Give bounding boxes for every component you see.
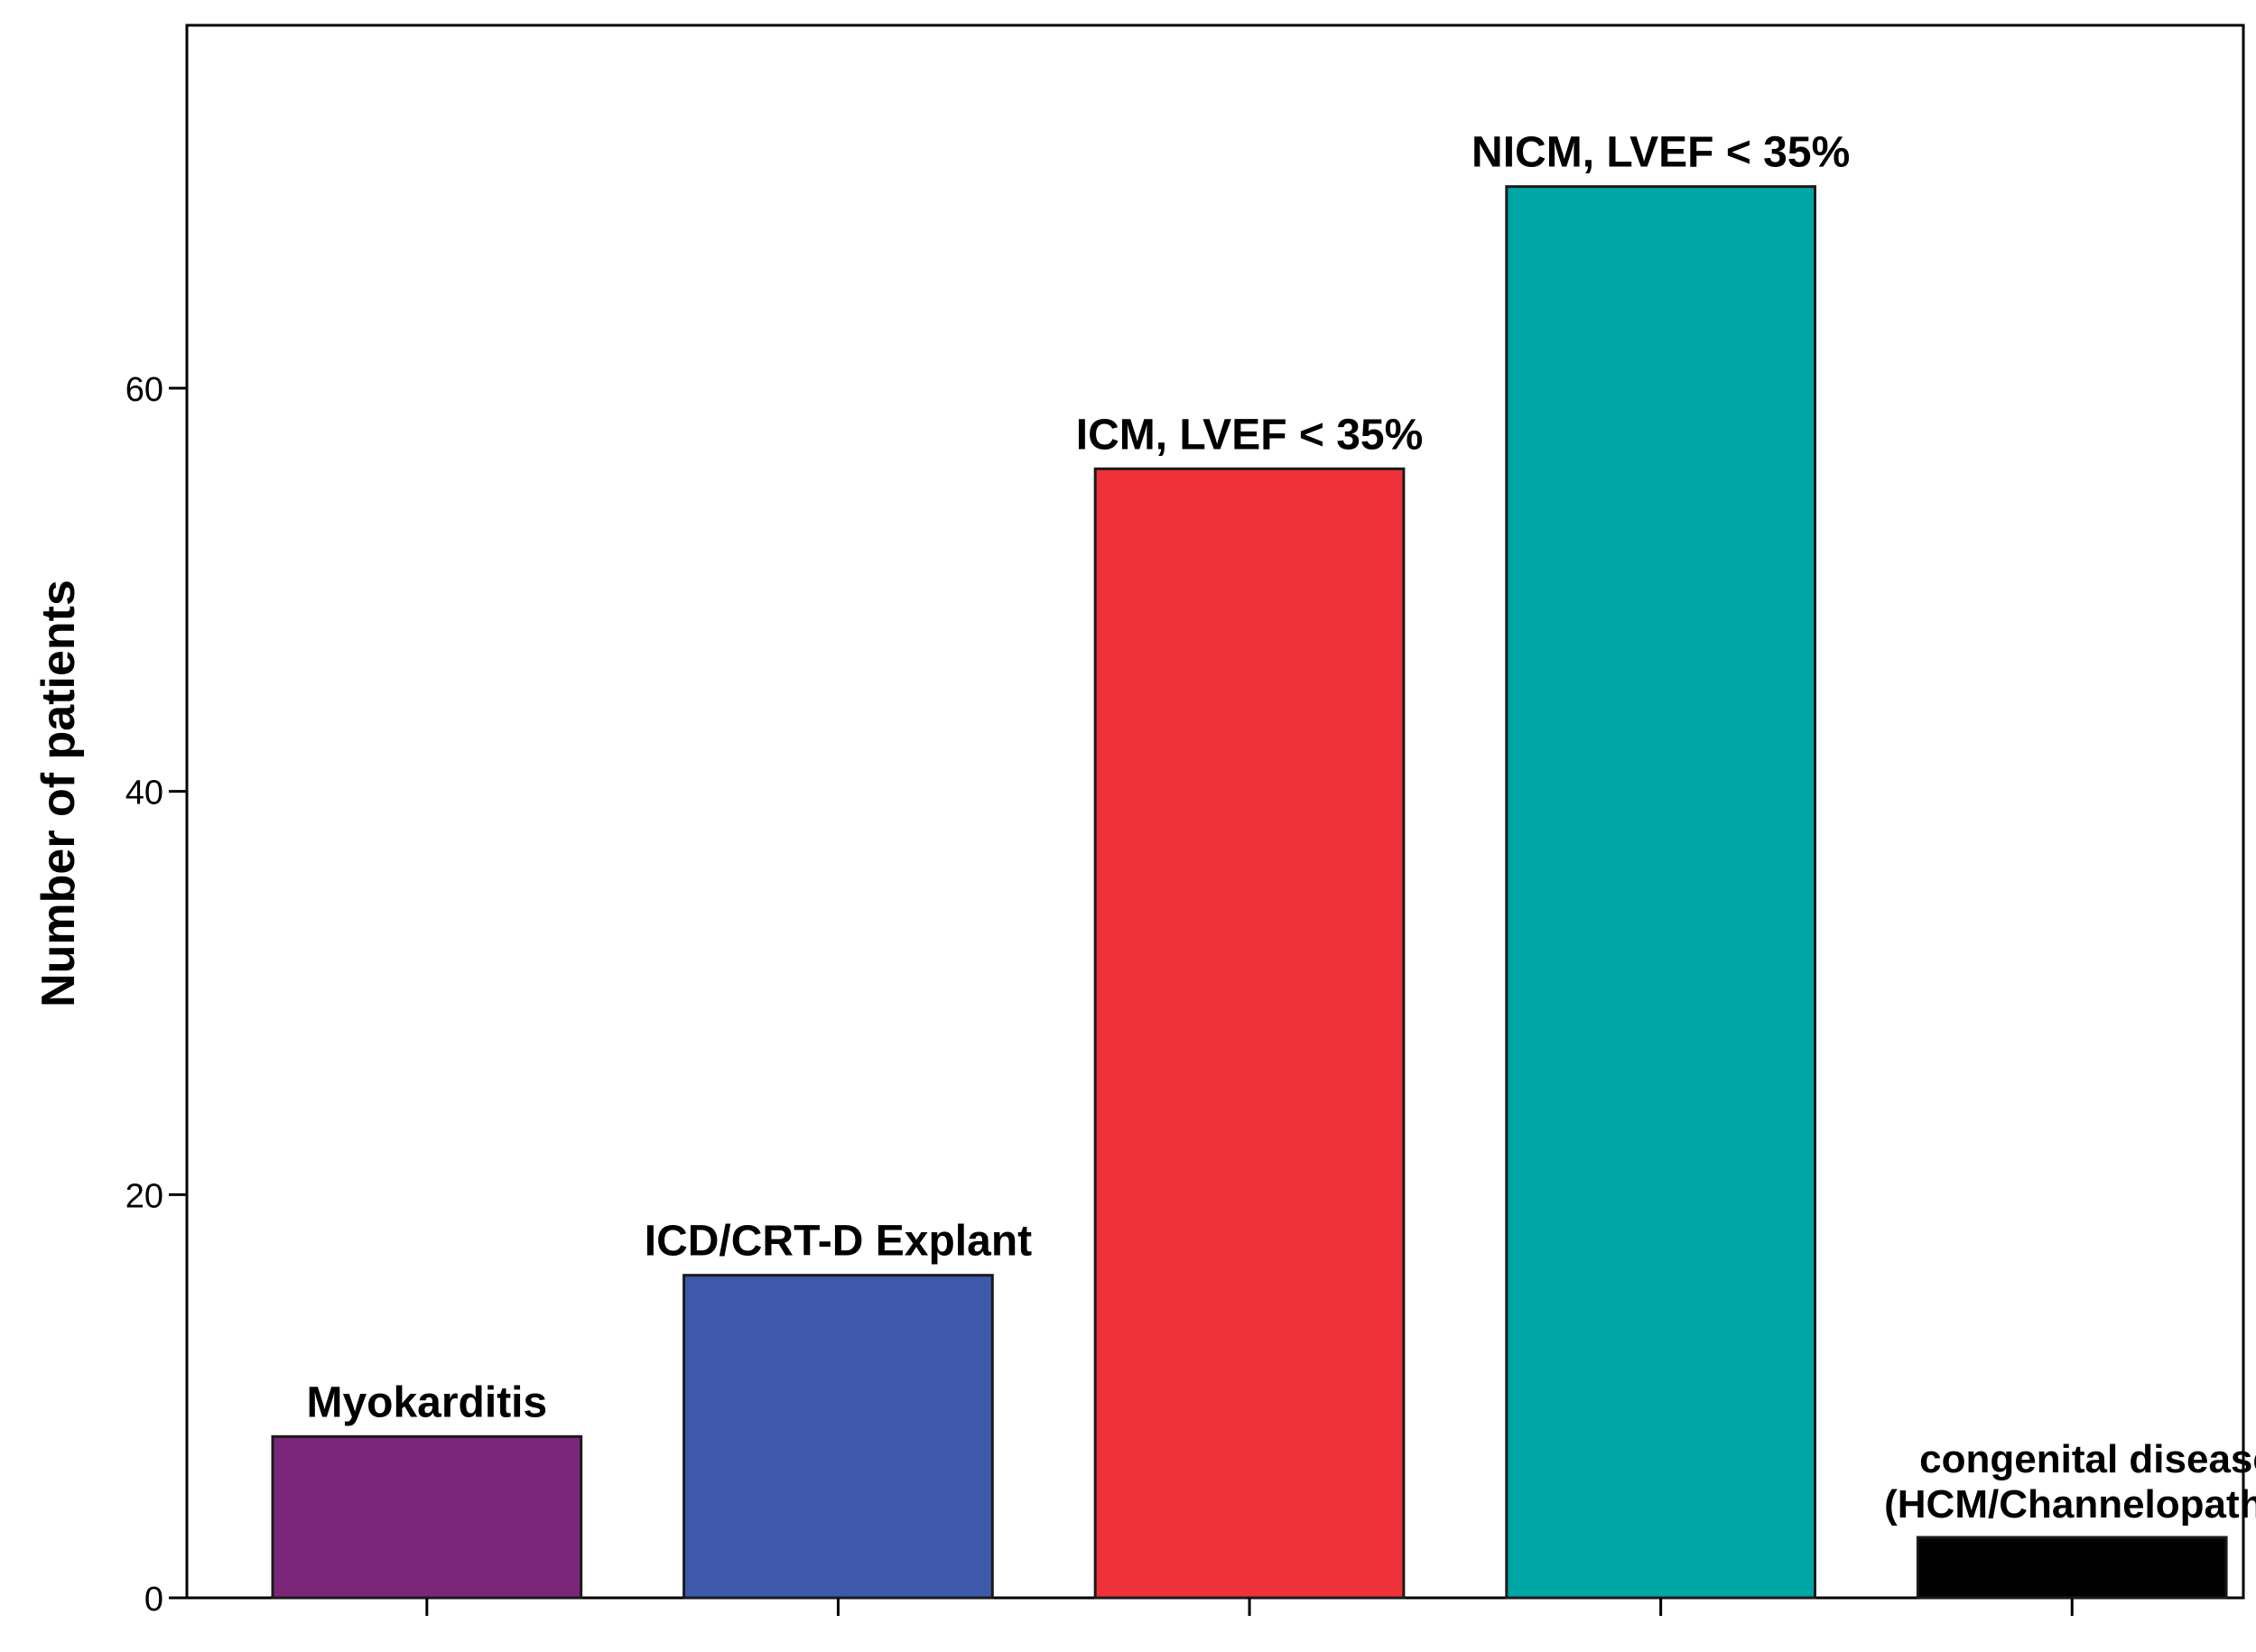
- y-tick-label: 60: [125, 371, 163, 409]
- bar: [271, 1434, 583, 1600]
- bar-label: Myokarditis: [306, 1378, 547, 1426]
- y-tick-label: 0: [144, 1581, 163, 1619]
- bar: [682, 1274, 994, 1600]
- bars: [271, 185, 2228, 1600]
- bar: [1916, 1536, 2228, 1600]
- y-tick-label: 40: [125, 775, 163, 812]
- bar: [1505, 185, 1817, 1600]
- y-axis: 0 20 40 60: [125, 371, 187, 1619]
- bar-label: congenital diseases: [1919, 1437, 2256, 1481]
- bar-label: ICM, LVEF < 35%: [1076, 411, 1424, 459]
- x-axis: [425, 1598, 2074, 1616]
- y-tick-label: 20: [125, 1177, 163, 1215]
- bar-label: NICM, LVEF < 35%: [1472, 129, 1850, 177]
- bar: [1093, 467, 1406, 1600]
- y-axis-title: Number of patients: [32, 580, 85, 1007]
- bar-label: (HCM/Channelopathies): [1884, 1482, 2256, 1527]
- bar-labels: Myokarditis ICD/CRT-D Explant ICM, LVEF < …: [306, 129, 2256, 1527]
- bar-label: ICD/CRT-D Explant: [645, 1218, 1032, 1266]
